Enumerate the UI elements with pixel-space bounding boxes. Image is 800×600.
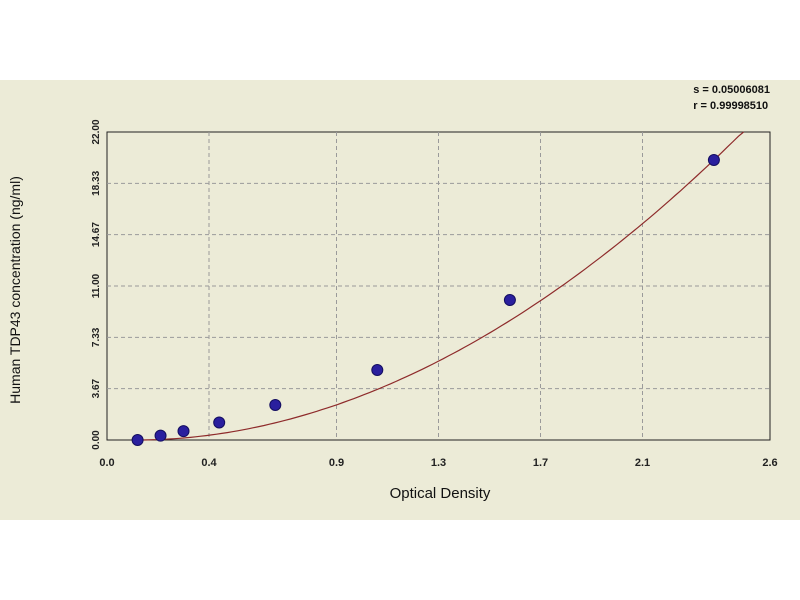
x-tick-label: 1.3 [431, 457, 446, 469]
x-tick-label: 2.1 [635, 457, 650, 469]
grid-lines [107, 132, 770, 440]
fit-statistics: s = 0.05006081 r = 0.99998510 [693, 82, 770, 114]
y-tick-label: 0.00 [91, 430, 102, 450]
y-tick-label: 22.00 [91, 119, 102, 144]
fit-curve [137, 131, 744, 441]
x-tick-label: 1.7 [533, 457, 548, 469]
r-value: r = 0.99998510 [693, 100, 769, 112]
x-tick-label: 0.0 [99, 457, 114, 469]
y-tick-label: 3.67 [91, 378, 102, 398]
y-tick-label: 7.33 [91, 327, 102, 347]
chart-svg: 0.0 0.4 0.9 1.3 1.7 2.1 2.6 0.00 3.67 7.33 11.00 14… [91, 119, 778, 469]
s-value: s = 0.05006081 [693, 84, 770, 96]
data-point [213, 416, 226, 429]
x-tick-label: 0.9 [329, 457, 344, 469]
data-point [154, 429, 167, 442]
y-axis-title: Human TDP43 concentration (ng/ml) [7, 176, 23, 404]
x-tick-label: 2.6 [762, 457, 777, 469]
data-point [503, 294, 516, 306]
data-point [131, 434, 144, 446]
tick-labels: 0.0 0.4 0.9 1.3 1.7 2.1 2.6 0.00 3.67 7.33 11.00 14… [91, 119, 778, 469]
y-tick-label: 18.33 [91, 170, 102, 195]
y-tick-label: 14.67 [91, 222, 102, 247]
y-tick-label: 11.00 [91, 273, 102, 298]
data-point [371, 364, 384, 376]
x-axis-title: Optical Density [389, 485, 491, 502]
chart-figure: 0.0 0.4 0.9 1.3 1.7 2.1 2.6 0.00 3.67 7.33 11.00 14… [0, 80, 800, 520]
x-tick-label: 0.4 [201, 457, 217, 469]
data-point [177, 425, 190, 438]
data-point [707, 154, 720, 166]
data-point [269, 399, 282, 411]
data-points [131, 154, 720, 446]
